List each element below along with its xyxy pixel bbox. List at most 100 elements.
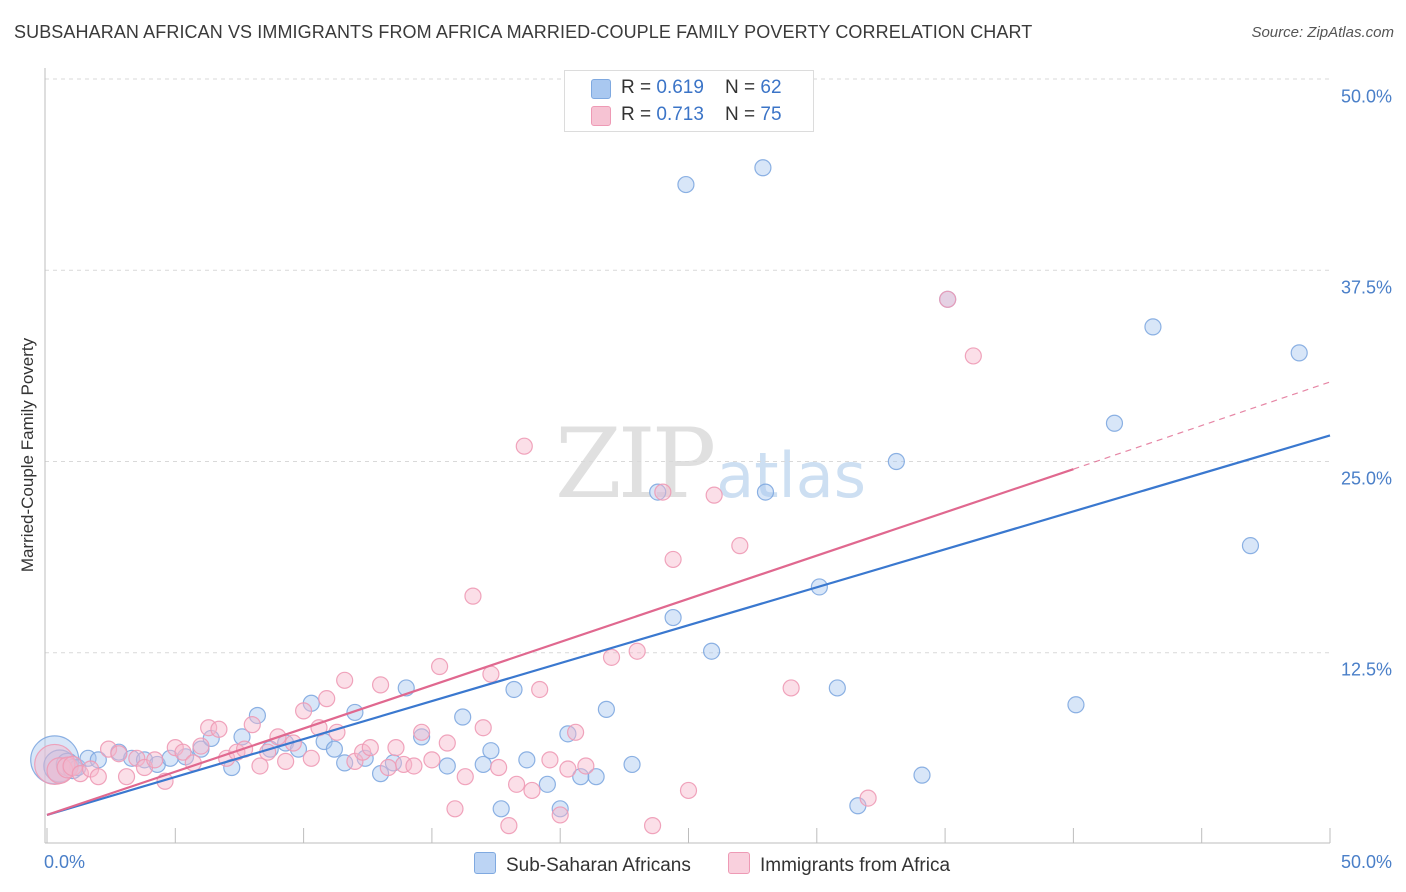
data-point (482, 742, 500, 760)
data-point (446, 800, 464, 818)
data-point (538, 775, 556, 793)
legend-item-series1: Sub-Saharan Africans (474, 852, 691, 877)
data-point (210, 720, 228, 738)
n-label: N = (725, 77, 761, 98)
r-value: 0.713 (656, 104, 704, 125)
data-point (677, 175, 695, 194)
data-point (34, 743, 76, 786)
y-tick-label: 25.0% (1340, 468, 1392, 489)
data-point (413, 728, 431, 746)
series1-legend-swatch (474, 852, 496, 874)
x-tick-label: 50.0% (1340, 852, 1392, 872)
data-point (346, 703, 364, 722)
series2-swatch (591, 106, 611, 126)
correlation-legend: R = 0.619 N = 62 R = 0.713 N = 75 (564, 70, 814, 132)
y-tick-label: 12.5% (1340, 659, 1392, 680)
watermark-atlas: atlas (716, 439, 867, 512)
data-point (117, 768, 136, 786)
data-point (361, 739, 379, 757)
data-point (464, 587, 482, 605)
watermark-zip: ZIP (555, 408, 716, 520)
data-point (531, 680, 549, 699)
data-point (1105, 414, 1124, 432)
n-value: 62 (760, 77, 782, 98)
data-point (456, 768, 474, 786)
data-point (99, 740, 118, 758)
data-point (146, 751, 164, 769)
data-point (89, 768, 107, 786)
data-point (654, 483, 672, 501)
data-point (628, 642, 646, 660)
data-point (251, 757, 269, 775)
data-point (110, 745, 128, 763)
trend-line (46, 468, 1074, 816)
data-point (192, 737, 210, 755)
data-point (490, 758, 508, 777)
data-point (964, 347, 982, 365)
data-point (518, 751, 536, 769)
data-point (430, 657, 449, 676)
data-point (559, 760, 577, 778)
data-point (295, 702, 313, 720)
data-point (123, 749, 141, 767)
data-point (705, 486, 723, 504)
data-point (1067, 696, 1085, 714)
data-point (515, 437, 533, 455)
data-point (859, 789, 877, 807)
data-point (566, 723, 585, 741)
data-point (541, 751, 559, 769)
data-point (482, 665, 500, 683)
data-point (664, 550, 682, 569)
data-point (649, 483, 667, 501)
n-value: 75 (760, 104, 782, 125)
y-tick-label: 50.0% (1340, 86, 1392, 107)
data-point (500, 817, 518, 835)
data-point (597, 700, 615, 718)
series2-legend-swatch (728, 852, 750, 874)
data-point (887, 452, 905, 471)
data-point (243, 716, 261, 734)
data-point (551, 800, 569, 818)
data-point (438, 757, 456, 775)
data-point (664, 608, 682, 627)
data-point (523, 781, 541, 800)
trend-line (46, 434, 1331, 816)
data-point (174, 743, 192, 761)
data-point (551, 806, 569, 824)
data-point (577, 757, 595, 775)
data-point (405, 757, 423, 775)
data-point (754, 159, 772, 177)
data-point (423, 751, 441, 769)
r-value: 0.619 (656, 77, 704, 98)
data-point (828, 679, 846, 697)
source-label: Source: ZipAtlas.com (1251, 24, 1394, 41)
data-point (302, 749, 320, 767)
data-point (277, 752, 295, 770)
data-point (1290, 344, 1308, 362)
data-point (623, 755, 641, 774)
data-point (1241, 537, 1260, 555)
data-point (756, 483, 775, 501)
data-point (438, 734, 456, 752)
data-point (731, 537, 749, 555)
n-label: N = (725, 104, 761, 125)
data-point (318, 690, 336, 708)
data-point (1144, 318, 1162, 336)
r-label: R = (621, 104, 657, 125)
trend-line-extension (1073, 381, 1331, 470)
data-point (492, 800, 510, 818)
r-label: R = (621, 77, 657, 98)
data-point (371, 676, 390, 694)
data-point (325, 740, 343, 758)
data-point (387, 739, 405, 757)
x-tick-label: 0.0% (44, 852, 86, 872)
data-point (939, 290, 957, 308)
series2-legend-label: Immigrants from Africa (760, 855, 951, 876)
chart-title: SUBSAHARAN AFRICAN VS IMMIGRANTS FROM AF… (14, 22, 1033, 42)
data-point (248, 706, 267, 725)
data-point (782, 679, 800, 697)
data-point (602, 648, 621, 666)
watermark: ZIPatlas (555, 408, 866, 520)
legend-item-series2: Immigrants from Africa (728, 852, 950, 877)
